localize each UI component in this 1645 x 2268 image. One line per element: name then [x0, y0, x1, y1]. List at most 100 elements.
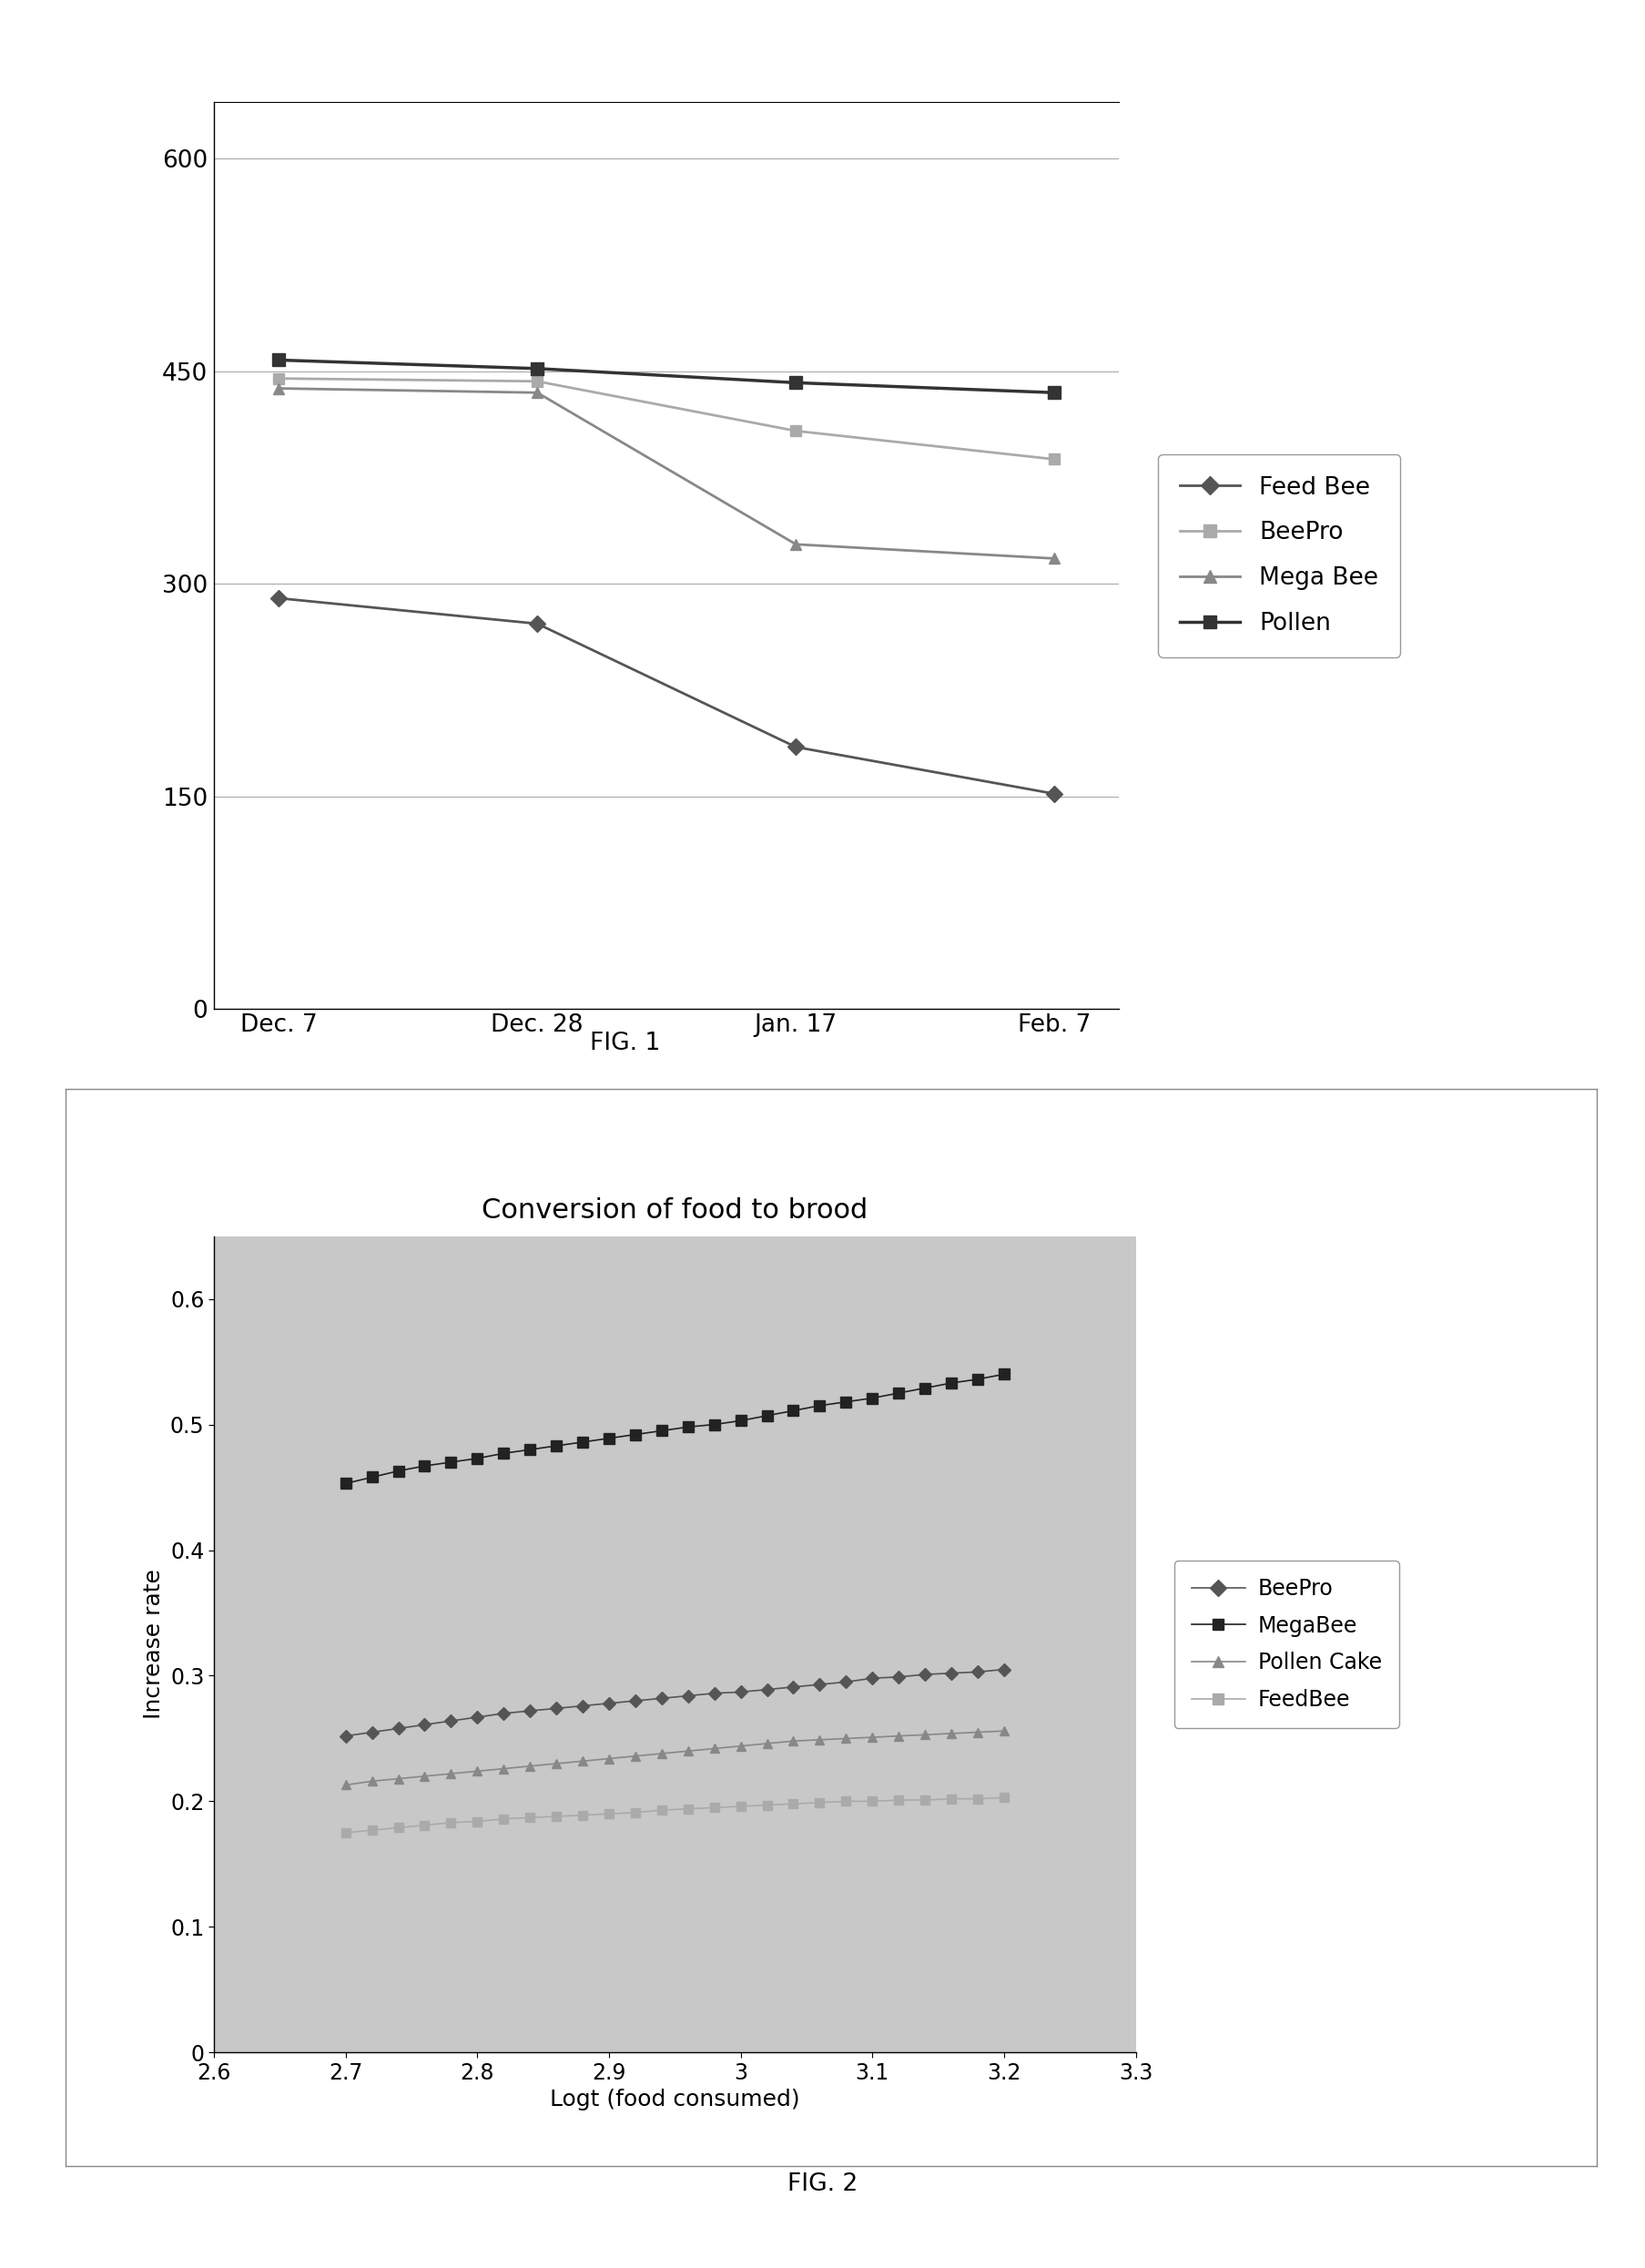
FeedBee [809, 1789, 829, 1817]
FeedBee [467, 1808, 487, 1835]
BeePro [467, 1703, 487, 1730]
Pollen Cake [678, 1737, 697, 1765]
BeePro [415, 1710, 434, 1737]
BeePro [599, 1690, 619, 1717]
MegaBee [336, 1470, 355, 1497]
Pollen Cake [888, 1721, 908, 1749]
BeePro [730, 1678, 750, 1706]
Mega Bee [268, 374, 288, 401]
MegaBee [678, 1413, 697, 1440]
FeedBee [651, 1796, 671, 1823]
Pollen [786, 370, 806, 397]
Y-axis label: Increase rate: Increase rate [143, 1569, 164, 1719]
BeePro [809, 1672, 829, 1699]
Pollen Cake [651, 1740, 671, 1767]
FeedBee [415, 1812, 434, 1839]
MegaBee [967, 1365, 987, 1393]
BeePro [836, 1669, 855, 1696]
MegaBee [572, 1429, 592, 1456]
BeePro [757, 1676, 776, 1703]
Pollen Cake [625, 1742, 645, 1769]
BeePro [1045, 445, 1064, 472]
Line: MegaBee: MegaBee [341, 1370, 1008, 1488]
Mega Bee [786, 531, 806, 558]
Pollen [1045, 379, 1064, 406]
Line: FeedBee: FeedBee [341, 1794, 1008, 1837]
BeePro [994, 1656, 1013, 1683]
Pollen [268, 347, 288, 374]
Pollen Cake [941, 1719, 961, 1746]
FeedBee [888, 1787, 908, 1814]
Line: Mega Bee: Mega Bee [273, 383, 1059, 565]
Feed Bee [268, 585, 288, 612]
MegaBee [704, 1411, 724, 1438]
Pollen Cake [809, 1726, 829, 1753]
BeePro [888, 1662, 908, 1690]
BeePro [678, 1683, 697, 1710]
FeedBee [836, 1787, 855, 1814]
Pollen Cake [388, 1765, 408, 1792]
FeedBee [599, 1801, 619, 1828]
BeePro [388, 1715, 408, 1742]
FeedBee [862, 1787, 882, 1814]
BeePro [526, 367, 546, 395]
Pollen Cake [494, 1755, 513, 1783]
Pollen Cake [415, 1762, 434, 1789]
X-axis label: Logt (food consumed): Logt (food consumed) [549, 2089, 799, 2112]
FeedBee [336, 1819, 355, 1846]
Line: Pollen Cake: Pollen Cake [341, 1726, 1008, 1789]
BeePro [520, 1696, 540, 1724]
MegaBee [994, 1361, 1013, 1388]
Pollen Cake [915, 1721, 934, 1749]
FeedBee [388, 1814, 408, 1842]
FeedBee [915, 1787, 934, 1814]
MegaBee [415, 1452, 434, 1479]
Pollen Cake [704, 1735, 724, 1762]
FeedBee [704, 1794, 724, 1821]
BeePro [862, 1665, 882, 1692]
FeedBee [757, 1792, 776, 1819]
BeePro [651, 1685, 671, 1712]
Pollen Cake [572, 1749, 592, 1776]
BeePro [783, 1674, 803, 1701]
MegaBee [730, 1406, 750, 1433]
BeePro [362, 1719, 382, 1746]
FeedBee [625, 1799, 645, 1826]
Pollen Cake [836, 1726, 855, 1753]
Feed Bee [526, 610, 546, 637]
Pollen Cake [783, 1728, 803, 1755]
Pollen Cake [862, 1724, 882, 1751]
Text: FIG. 2: FIG. 2 [788, 2173, 857, 2195]
BeePro [941, 1660, 961, 1687]
Pollen Cake [336, 1771, 355, 1799]
Pollen Cake [546, 1751, 566, 1778]
Text: FIG. 1: FIG. 1 [591, 1032, 660, 1055]
BeePro [572, 1692, 592, 1719]
MegaBee [441, 1449, 461, 1476]
MegaBee [362, 1463, 382, 1490]
Pollen Cake [967, 1719, 987, 1746]
Pollen Cake [362, 1767, 382, 1794]
Pollen Cake [441, 1760, 461, 1787]
MegaBee [467, 1445, 487, 1472]
FeedBee [546, 1803, 566, 1830]
Mega Bee [526, 379, 546, 406]
MegaBee [388, 1458, 408, 1486]
FeedBee [730, 1792, 750, 1819]
MegaBee [757, 1402, 776, 1429]
MegaBee [625, 1422, 645, 1449]
MegaBee [599, 1424, 619, 1452]
FeedBee [941, 1785, 961, 1812]
FeedBee [994, 1785, 1013, 1812]
MegaBee [520, 1436, 540, 1463]
MegaBee [546, 1431, 566, 1458]
FeedBee [572, 1801, 592, 1828]
BeePro [494, 1699, 513, 1726]
Feed Bee [786, 733, 806, 760]
MegaBee [809, 1393, 829, 1420]
MegaBee [941, 1370, 961, 1397]
FeedBee [520, 1803, 540, 1830]
BeePro [915, 1660, 934, 1687]
Pollen Cake [730, 1733, 750, 1760]
MegaBee [836, 1388, 855, 1415]
